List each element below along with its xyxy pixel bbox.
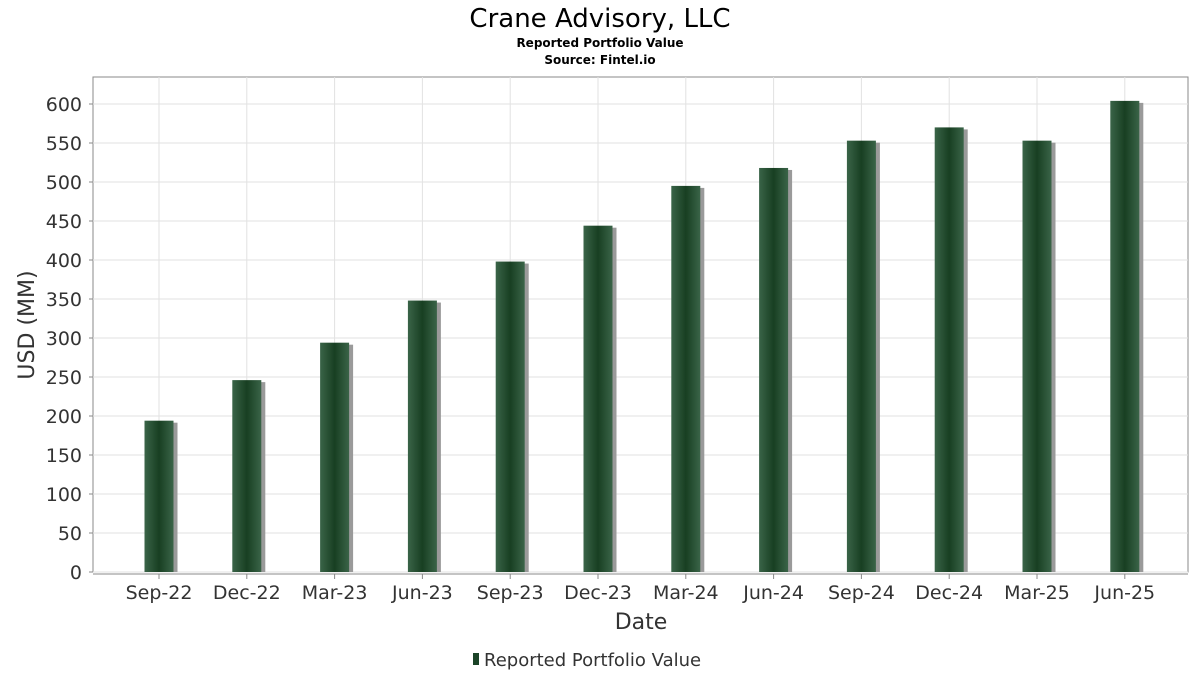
bar — [934, 127, 964, 573]
x-tick-label: Dec-23 — [564, 582, 632, 604]
y-tick-label: 100 — [46, 484, 82, 506]
bar — [759, 167, 789, 572]
y-tick-label: 150 — [46, 445, 82, 467]
y-tick-label: 400 — [46, 250, 82, 272]
bar — [1022, 140, 1052, 572]
x-tick-label: Sep-24 — [828, 582, 895, 604]
chart-subtitle: Reported Portfolio Value — [516, 36, 683, 50]
bar — [671, 185, 701, 572]
legend: Reported Portfolio Value — [473, 650, 701, 671]
x-tick-label: Dec-24 — [915, 582, 983, 604]
y-tick-label: 550 — [46, 133, 82, 155]
y-tick-label: 200 — [46, 406, 82, 428]
x-tick-label: Jun-25 — [1093, 582, 1155, 604]
y-tick-label: 0 — [70, 562, 82, 584]
x-tick-label: Dec-22 — [213, 582, 281, 604]
legend-swatch — [473, 653, 479, 665]
x-axis-ticks: Sep-22 Dec-22 Mar-23 Jun-23 Sep-23 Dec-23 Mar-… — [126, 574, 1155, 604]
y-tick-label: 300 — [46, 328, 82, 350]
y-tick-label: 250 — [46, 367, 82, 389]
y-tick-label: 350 — [46, 289, 82, 311]
y-tick-label: 600 — [46, 94, 82, 116]
y-axis-label: USD (MM) — [15, 270, 40, 379]
chart-source: Source: Fintel.io — [544, 53, 655, 67]
bars — [144, 100, 1144, 573]
bar — [583, 225, 613, 572]
y-tick-label: 450 — [46, 211, 82, 233]
chart-title: Crane Advisory, LLC — [469, 4, 730, 34]
x-tick-label: Mar-24 — [653, 582, 719, 604]
x-tick-label: Sep-23 — [477, 582, 544, 604]
bar — [407, 300, 437, 572]
plot-area — [92, 76, 1189, 573]
y-tick-label: 500 — [46, 172, 82, 194]
legend-label: Reported Portfolio Value — [484, 650, 701, 671]
bar — [495, 261, 525, 572]
bar — [320, 342, 350, 572]
x-tick-label: Mar-25 — [1004, 582, 1070, 604]
bar — [144, 420, 174, 572]
bar — [1110, 100, 1140, 572]
x-tick-label: Mar-23 — [302, 582, 368, 604]
y-axis-ticks: 0 50 100 150 200 250 300 350 400 450 500 550 600 — [46, 94, 93, 584]
bar — [232, 380, 262, 572]
x-tick-label: Jun-23 — [391, 582, 453, 604]
x-tick-label: Jun-24 — [742, 582, 804, 604]
x-tick-label: Sep-22 — [126, 582, 193, 604]
x-axis-label: Date — [615, 610, 668, 635]
bar — [846, 140, 876, 572]
y-tick-label: 50 — [58, 523, 82, 545]
